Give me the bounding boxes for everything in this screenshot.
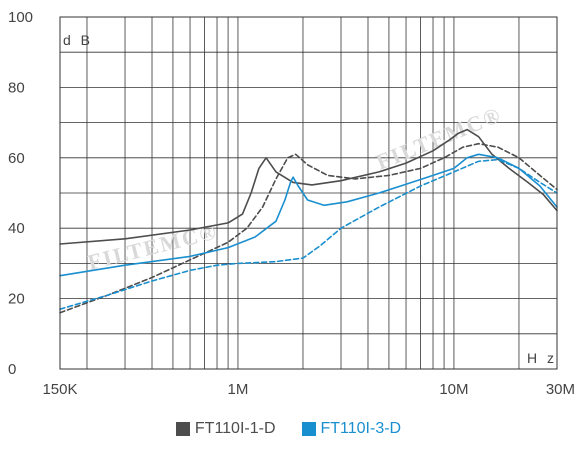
legend-label: FT110I-1-D — [194, 420, 276, 437]
series-line-ft110i-3-d-solid — [59, 153, 558, 277]
plot-border — [59, 16, 558, 370]
y-tick-label: 100 — [8, 9, 33, 26]
y-tick-label: 80 — [8, 79, 25, 96]
y-tick-label: 40 — [8, 220, 25, 237]
legend-item-ft110i-1-d: FT110I-1-D — [175, 420, 276, 438]
chart-legend: FT110I-1-D FT110I-3-D — [0, 420, 577, 438]
legend-label: FT110I-3-D — [320, 420, 402, 437]
series-layer — [59, 128, 558, 314]
x-tick-label: 10M — [439, 381, 468, 398]
x-tick-label: 150K — [42, 381, 77, 398]
y-tick-label: 60 — [8, 150, 25, 167]
legend-swatch-icon — [301, 422, 316, 436]
watermark-text: FILTEMC® — [85, 218, 220, 274]
series-line-ft110i-1-d-solid — [59, 128, 558, 245]
legend-swatch-icon — [175, 422, 190, 436]
series-line-ft110i-1-d-dashed — [59, 142, 558, 314]
watermark: FILTEMC® FILTEMC® — [85, 102, 505, 275]
plot-frame — [59, 16, 558, 370]
watermark-text: FILTEMC® — [373, 102, 506, 175]
x-unit-label: H z — [527, 350, 557, 366]
y-tick-label: 0 — [8, 361, 16, 378]
grid-layer — [60, 17, 557, 369]
legend-item-ft110i-3-d: FT110I-3-D — [301, 420, 402, 438]
x-tick-label: 30M — [546, 381, 575, 398]
y-unit-label: d B — [63, 32, 93, 48]
y-tick-label: 20 — [8, 291, 25, 308]
series-line-ft110i-3-d-dashed — [59, 158, 558, 311]
axis-labels: 0 20 40 60 80 100 150K 1M 10M 30M d B H z — [8, 9, 575, 398]
x-tick-label: 1M — [228, 381, 249, 398]
